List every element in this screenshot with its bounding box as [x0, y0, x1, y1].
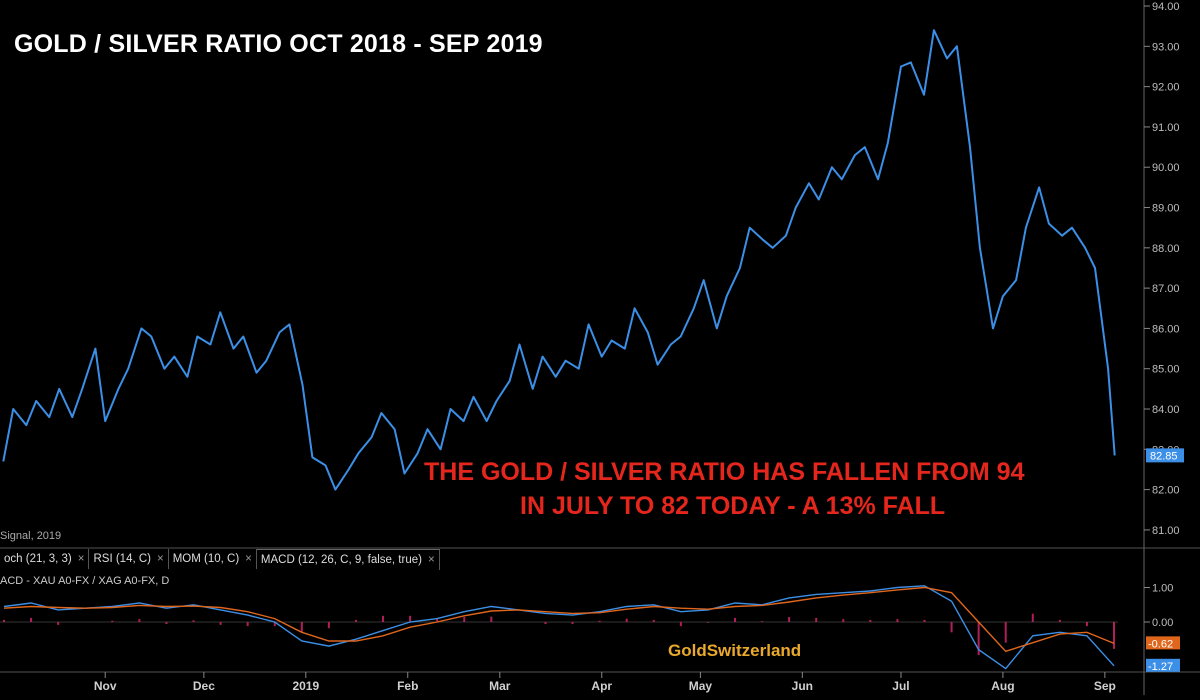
tab-stoch[interactable]: och (21, 3, 3) ×	[0, 549, 90, 569]
y-tick-label: 81.00	[1152, 525, 1180, 537]
signal-line	[3, 586, 1115, 653]
x-tick-label: Apr	[591, 679, 612, 693]
x-tick-label: Jul	[892, 679, 909, 693]
macd-line	[3, 585, 1115, 670]
y-tick-label: 94.00	[1152, 1, 1180, 13]
y-tick-label: 82.00	[1152, 485, 1180, 497]
y-tick-label: 87.00	[1152, 283, 1180, 295]
brand-watermark: GoldSwitzerland	[668, 641, 802, 660]
last-price-badge	[1146, 448, 1184, 463]
x-tick-label: Jun	[792, 679, 813, 693]
y-tick-label: 88.00	[1152, 243, 1180, 255]
x-tick-label: Feb	[397, 679, 418, 693]
annotation-line-1: THE GOLD / SILVER RATIO HAS FALLEN FROM …	[424, 458, 1025, 486]
x-tick-label: Mar	[489, 679, 511, 693]
macd-value-badge	[1146, 658, 1180, 672]
close-icon[interactable]: ×	[427, 554, 435, 566]
annotation-line-2: IN JULY TO 82 TODAY - A 13% FALL	[520, 492, 946, 520]
y-tick-label: 92.00	[1152, 82, 1180, 94]
x-tick-label: 2019	[292, 679, 319, 693]
x-tick-label: Dec	[193, 679, 215, 693]
close-icon[interactable]: ×	[157, 553, 164, 565]
ratio-series-line	[2, 29, 1116, 491]
y-tick-label: 93.00	[1152, 41, 1180, 53]
last-price-label: 82.85	[1150, 450, 1178, 462]
macd-series-label: ACD - XAU A0-FX / XAG A0-FX, D	[0, 575, 170, 587]
y-tick-label: 86.00	[1152, 323, 1180, 335]
macd-value-label: -1.27	[1148, 661, 1173, 673]
signal-label: Signal, 2019	[0, 530, 62, 542]
tab-label: och (21, 3, 3)	[4, 553, 72, 565]
y-tick-label: 85.00	[1152, 364, 1180, 376]
x-tick-label: May	[689, 679, 713, 693]
tab-rsi[interactable]: RSI (14, C) ×	[89, 549, 169, 569]
x-tick-label: Nov	[94, 679, 117, 693]
y-tick-label: 91.00	[1152, 122, 1180, 134]
close-icon[interactable]: ×	[77, 553, 85, 565]
tab-label: MACD (12, 26, C, 9, false, true)	[260, 554, 422, 566]
tab-mom[interactable]: MOM (10, C) ×	[169, 549, 257, 569]
tab-label: RSI (14, C)	[93, 553, 151, 565]
chart-title: GOLD / SILVER RATIO OCT 2018 - SEP 2019	[14, 30, 543, 58]
indicator-tabs: och (21, 3, 3) × RSI (14, C) × MOM (10, C)…	[0, 549, 440, 571]
x-tick-label: Sep	[1094, 679, 1116, 693]
macd-y-tick-label: 1.00	[1152, 583, 1173, 595]
y-tick-label: 89.00	[1152, 203, 1180, 215]
macd-y-tick-label: 0.00	[1152, 617, 1173, 629]
tab-label: MOM (10, C)	[172, 553, 240, 565]
x-tick-label: Aug	[991, 679, 1014, 693]
y-tick-label: 84.00	[1152, 404, 1180, 416]
y-tick-label: 90.00	[1152, 162, 1180, 174]
tab-macd[interactable]: MACD (12, 26, C, 9, false, true) ×	[256, 549, 440, 570]
close-icon[interactable]: ×	[245, 553, 252, 565]
signal-value-badge	[1146, 636, 1180, 650]
signal-value-label: -0.62	[1148, 638, 1173, 650]
